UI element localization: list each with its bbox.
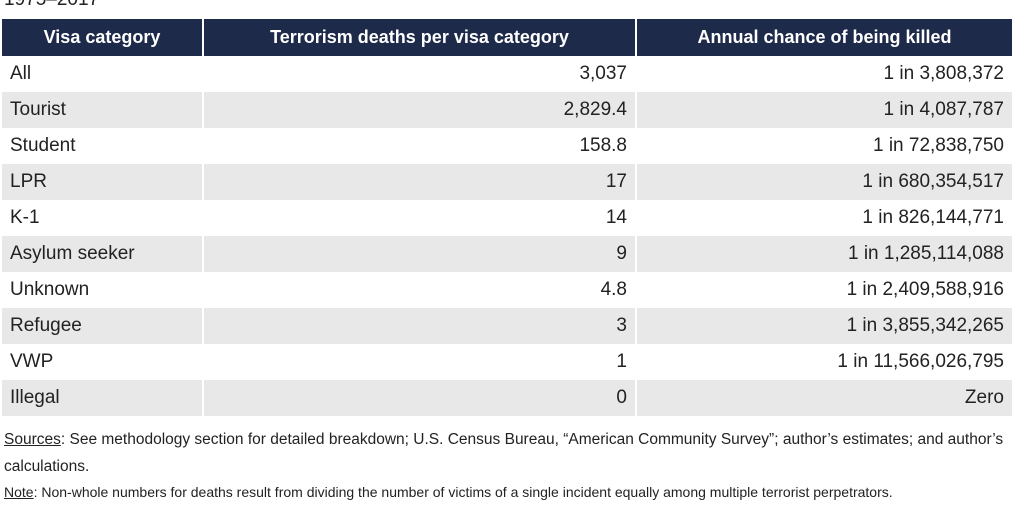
visa-category-cell: VWP [2,344,204,380]
sources-text: : See methodology section for detailed b… [4,431,1004,475]
deaths-cell: 1 [204,344,637,380]
note-label: Note [4,484,34,500]
deaths-cell: 4.8 [204,272,637,308]
sources-label: Sources [4,431,61,448]
chance-cell: 1 in 2,409,588,916 [637,272,1012,308]
chance-cell: 1 in 11,566,026,795 [637,344,1012,380]
table-row: All 3,037 1 in 3,808,372 [2,56,1012,92]
table-row: Asylum seeker 9 1 in 1,285,114,088 [2,236,1012,272]
table-row: VWP 1 1 in 11,566,026,795 [2,344,1012,380]
chance-cell: 1 in 680,354,517 [637,164,1012,200]
note-text-block: Note: Non-whole numbers for deaths resul… [4,481,1014,503]
header-row: Visa category Terrorism deaths per visa … [2,19,1012,56]
deaths-cell: 14 [204,200,637,236]
chance-cell: Zero [637,380,1012,416]
table-row: Tourist 2,829.4 1 in 4,087,787 [2,92,1012,128]
table-row: Student 158.8 1 in 72,838,750 [2,128,1012,164]
note-text: : Non-whole numbers for deaths result fr… [33,484,893,500]
chance-cell: 1 in 72,838,750 [637,128,1012,164]
deaths-cell: 2,829.4 [204,92,637,128]
deaths-cell: 9 [204,236,637,272]
chance-cell: 1 in 3,808,372 [637,56,1012,92]
sources-note: Sources: See methodology section for det… [4,426,1014,480]
visa-category-cell: Illegal [2,380,204,416]
header-visa-category: Visa category [2,19,204,56]
table-row: K-1 14 1 in 826,144,771 [2,200,1012,236]
chance-cell: 1 in 4,087,787 [637,92,1012,128]
table-row: Refugee 3 1 in 3,855,342,265 [2,308,1012,344]
visa-category-cell: K-1 [2,200,204,236]
table-row: LPR 17 1 in 680,354,517 [2,164,1012,200]
deaths-cell: 3,037 [204,56,637,92]
deaths-cell: 3 [204,308,637,344]
visa-terrorism-table: Visa category Terrorism deaths per visa … [2,19,1012,416]
footnotes: Sources: See methodology section for det… [4,426,1014,503]
chance-cell: 1 in 3,855,342,265 [637,308,1012,344]
visa-category-cell: Student [2,128,204,164]
header-terrorism-deaths: Terrorism deaths per visa category [204,19,637,56]
visa-category-cell: Asylum seeker [2,236,204,272]
chance-cell: 1 in 826,144,771 [637,200,1012,236]
chance-cell: 1 in 1,285,114,088 [637,236,1012,272]
deaths-cell: 0 [204,380,637,416]
visa-category-cell: Unknown [2,272,204,308]
visa-category-cell: Tourist [2,92,204,128]
visa-category-cell: All [2,56,204,92]
table-row: Unknown 4.8 1 in 2,409,588,916 [2,272,1012,308]
visa-category-cell: LPR [2,164,204,200]
table-subtitle: 1975–2017 [4,0,99,11]
deaths-cell: 17 [204,164,637,200]
table-row: Illegal 0 Zero [2,380,1012,416]
visa-category-cell: Refugee [2,308,204,344]
header-annual-chance: Annual chance of being killed [637,19,1012,56]
deaths-cell: 158.8 [204,128,637,164]
